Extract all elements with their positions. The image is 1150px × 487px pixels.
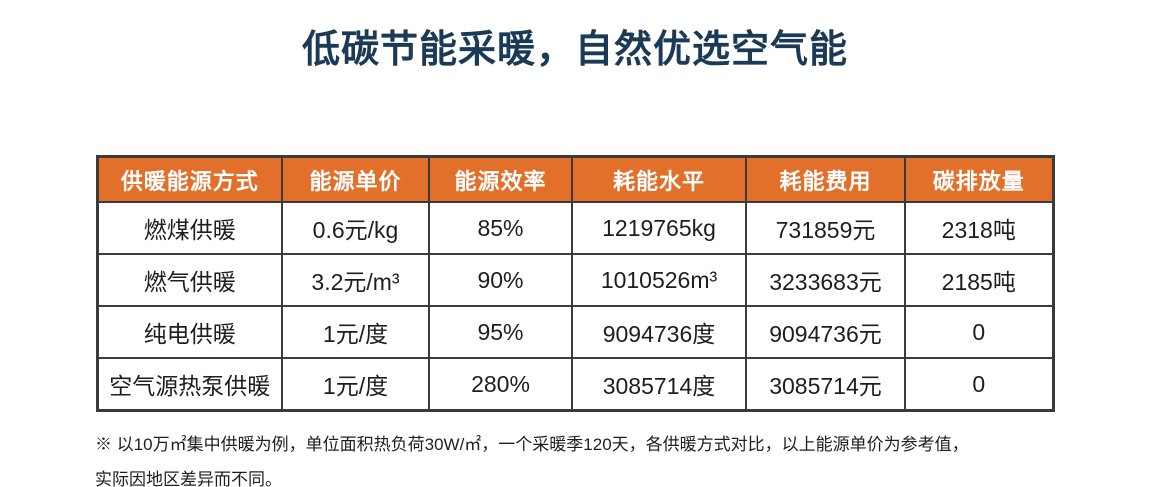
footnote: ※ 以10万㎡集中供暖为例，单位面积热负荷30W/㎡，一个采暖季120天，各供暖… [95,427,1055,487]
table-cell: 0 [904,305,1054,359]
table-cell: 3085714度 [571,357,747,412]
table-cell: 731859元 [745,201,906,255]
table-cell: 1元/度 [281,305,430,359]
table-row-gas: 燃气供暖 3.2元/m³ 90% 1010526m³ 3233683元 2185… [96,253,1054,307]
column-header-carbon-emissions: 碳排放量 [904,155,1054,203]
table-cell: 95% [428,305,573,359]
table-cell: 燃煤供暖 [96,201,283,255]
table-row-electric: 纯电供暖 1元/度 95% 9094736度 9094736元 0 [96,305,1054,359]
table-cell: 90% [428,253,573,307]
table-row-coal: 燃煤供暖 0.6元/kg 85% 1219765kg 731859元 2318吨 [96,201,1054,255]
footnote-line-2: 实际因地区差异而不同。 [95,470,282,487]
table-cell: 0.6元/kg [281,201,430,255]
table-cell: 燃气供暖 [96,253,283,307]
table-cell: 空气源热泵供暖 [96,357,283,412]
column-header-consumption-cost: 耗能费用 [745,155,906,203]
table-cell: 2318吨 [904,201,1054,255]
table-cell: 1219765kg [571,201,747,255]
table-cell: 280% [428,357,573,412]
column-header-efficiency: 能源效率 [428,155,573,203]
page-title: 低碳节能采暖，自然优选空气能 [301,29,848,71]
table-cell: 9094736度 [571,305,747,359]
table-cell: 85% [428,201,573,255]
column-header-consumption-level: 耗能水平 [571,155,747,203]
table-cell: 1010526m³ [571,253,747,307]
energy-comparison-table: 供暖能源方式 能源单价 能源效率 耗能水平 耗能费用 碳排放量 燃煤供暖 0.6… [95,155,1055,412]
table-cell: 9094736元 [745,305,906,359]
column-header-unit-price: 能源单价 [281,155,430,203]
column-header-heating-method: 供暖能源方式 [96,155,283,203]
table-cell: 2185吨 [904,253,1054,307]
table-cell: 纯电供暖 [96,305,283,359]
footnote-line-1: ※ 以10万㎡集中供暖为例，单位面积热负荷30W/㎡，一个采暖季120天，各供暖… [95,435,969,454]
table-header-row: 供暖能源方式 能源单价 能源效率 耗能水平 耗能费用 碳排放量 [96,155,1054,203]
table-cell: 1元/度 [281,357,430,412]
table-row-heat-pump: 空气源热泵供暖 1元/度 280% 3085714度 3085714元 0 [96,357,1054,412]
table-cell: 3.2元/m³ [281,253,430,307]
table-cell: 3085714元 [745,357,906,412]
table-cell: 0 [904,357,1054,412]
table-cell: 3233683元 [745,253,906,307]
